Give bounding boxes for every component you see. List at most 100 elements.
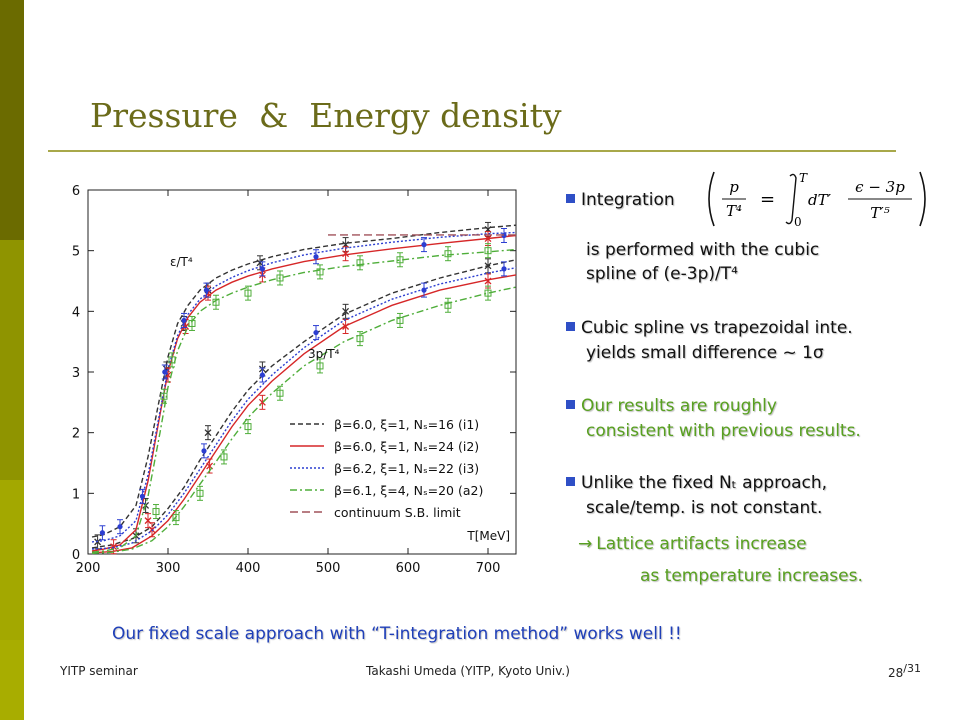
slide-title: Pressure & Energy density — [90, 96, 562, 135]
data-point — [356, 259, 364, 267]
data-point — [484, 247, 492, 255]
x-tick-label: 300 — [156, 561, 181, 576]
bullet-consistent: Our results are roughly — [566, 396, 777, 416]
data-point — [501, 266, 507, 272]
data-point — [444, 250, 452, 258]
legend-entry: β=6.1, ξ=4, Nₛ=20 (a2) — [334, 483, 483, 498]
x-axis-label: T[MeV] — [466, 529, 510, 543]
pressure-energy-chart: 0 1 2 3 4 5 6 200 300 400 500 600 700 T[MeV] ε/T⁴ 3p/T⁴… — [72, 184, 517, 576]
formula-lhs-denominator: T⁴ — [726, 202, 742, 220]
sidebar-band — [0, 640, 24, 720]
series-2-pressure-line — [91, 267, 517, 550]
data-point — [276, 389, 284, 397]
formula-equals: = — [760, 189, 775, 210]
bullet-fixed-nt-line2: scale/temp. is not constant. — [586, 498, 823, 518]
bullet-square-icon — [566, 194, 575, 203]
series-0-pressure-line — [91, 259, 517, 549]
formula-upper-limit: T — [799, 171, 808, 185]
y-tick-label: 2 — [72, 427, 80, 442]
data-point — [259, 372, 265, 378]
page-number: 28/31 — [888, 662, 921, 680]
footer-center: Takashi Umeda (YITP, Kyoto Univ.) — [366, 664, 570, 678]
bullet-consistent-line2: consistent with previous results. — [586, 421, 861, 441]
x-tick-label: 200 — [76, 561, 101, 576]
data-point — [259, 266, 265, 272]
data-point — [342, 323, 350, 330]
sidebar-band — [0, 0, 24, 240]
data-point — [188, 319, 196, 327]
bullet-text: Integration — [581, 190, 675, 210]
x-tick-label: 600 — [396, 561, 421, 576]
formula-paren-left — [708, 171, 715, 227]
page-current: 28 — [888, 666, 904, 680]
bullet-cubic-spline-line2: yields small difference ~ 1σ — [586, 343, 824, 363]
bullet-integration: Integration — [566, 190, 675, 210]
data-point — [276, 274, 284, 282]
data-point — [172, 514, 180, 522]
bullet-text: Our results are roughly — [581, 396, 777, 416]
bullet-fixed-nt: Unlike the fixed Nₜ approach, — [566, 473, 827, 493]
y-tick-label: 3 — [72, 366, 80, 381]
data-point — [99, 530, 105, 536]
x-tick-label: 700 — [476, 561, 501, 576]
y-tick-label: 6 — [72, 184, 80, 199]
series-0-energy-line — [91, 224, 517, 538]
y-tick-label: 1 — [72, 487, 80, 502]
sidebar-band — [0, 480, 24, 640]
data-point — [342, 250, 350, 258]
data-point — [484, 289, 492, 297]
bullet-square-icon — [566, 400, 575, 409]
legend-entry: β=6.2, ξ=1, Nₛ=22 (i3) — [334, 461, 479, 476]
legend-entry: β=6.0, ξ=1, Nₛ=16 (i1) — [334, 417, 479, 432]
series-1-pressure-line — [91, 274, 517, 554]
plot-frame — [87, 189, 517, 555]
data-point — [168, 356, 176, 364]
data-point — [212, 298, 220, 306]
data-point — [484, 277, 492, 285]
conclusion-text: Our fixed scale approach with “T-integra… — [112, 624, 682, 644]
bullet-square-icon — [566, 322, 575, 331]
data-point — [342, 307, 350, 315]
title-underline — [48, 150, 896, 152]
data-point — [139, 493, 145, 499]
data-point — [421, 287, 427, 293]
y-tick-label: 4 — [72, 305, 80, 320]
curve-label: 3p/T⁴ — [308, 347, 340, 361]
legend-entry: continuum S.B. limit — [334, 505, 461, 520]
bullet-text: Unlike the fixed Nₜ approach, — [581, 473, 828, 493]
data-point — [444, 301, 452, 309]
x-tick-label: 400 — [236, 561, 261, 576]
integration-formula: p T⁴ = T 0 dT′ ϵ − 3p T′⁵ — [708, 171, 926, 229]
data-point — [220, 453, 228, 461]
data-point — [421, 242, 427, 248]
bullet-square-icon — [566, 477, 575, 486]
footer-left: YITP seminar — [60, 664, 138, 678]
data-point — [484, 262, 492, 270]
data-point — [201, 448, 207, 454]
x-tick-label: 500 — [316, 561, 341, 576]
data-point — [396, 316, 404, 324]
data-point — [316, 362, 324, 370]
data-point — [244, 289, 252, 297]
bullet-integration-detail-2: spline of (e-3p)/T⁴ — [586, 264, 738, 284]
formula-lhs-numerator: p — [729, 178, 739, 196]
integral-sign-icon — [785, 173, 797, 225]
series-3-pressure-line — [91, 286, 517, 555]
data-point — [181, 317, 187, 324]
formula-rhs-numerator: ϵ − 3p — [855, 178, 905, 196]
y-tick-label: 0 — [72, 548, 80, 563]
bullet-cubic-spline: Cubic spline vs trapezoidal inte. — [566, 318, 853, 338]
data-point — [313, 329, 319, 336]
sidebar-band — [0, 240, 24, 480]
y-tick-label: 5 — [72, 245, 80, 260]
formula-rhs-denominator: T′⁵ — [870, 204, 889, 222]
data-point — [356, 335, 364, 343]
data-point — [484, 235, 492, 242]
legend-entry: β=6.0, ξ=1, Nₛ=24 (i2) — [334, 439, 479, 454]
decorative-sidebar — [0, 0, 24, 720]
data-point — [152, 508, 160, 516]
formula-lower-limit: 0 — [794, 215, 802, 229]
bullet-lattice-artifacts-line2: as temperature increases. — [640, 566, 863, 586]
formula-differential: dT′ — [808, 191, 832, 209]
bullet-text: Lattice artifacts increase — [596, 534, 807, 554]
